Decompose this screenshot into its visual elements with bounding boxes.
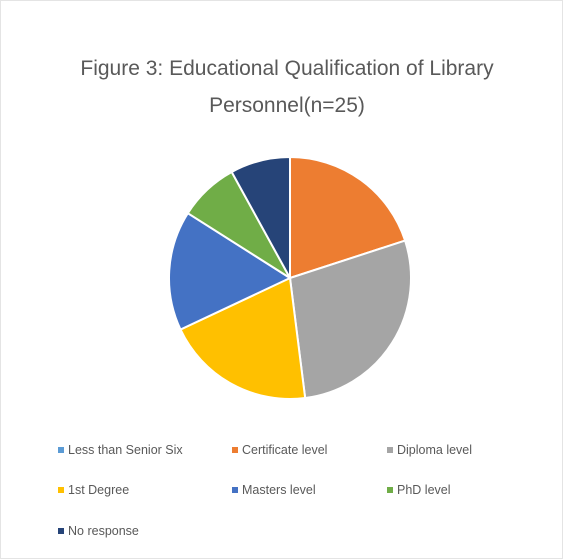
chart-title-line-2: Personnel(n=25) <box>209 94 365 117</box>
legend-swatch <box>387 487 393 493</box>
legend-item-no-response: No response <box>58 524 139 538</box>
legend-item-certificate-level: Certificate level <box>232 443 327 457</box>
pie-slice-certificate-level <box>289 155 407 280</box>
chart-title-line-1: Figure 3: Educational Qualification of L… <box>80 57 494 80</box>
legend-label: Diploma level <box>397 443 472 457</box>
pie-slice-1st-degree <box>179 276 307 400</box>
legend-item-masters-level: Masters level <box>232 483 316 497</box>
legend-swatch <box>58 447 64 453</box>
chart-legend: Less than Senior Six Certificate level Dip… <box>58 443 472 538</box>
legend-label: No response <box>68 524 139 538</box>
legend-label: Masters level <box>242 483 316 497</box>
legend-label: Less than Senior Six <box>68 443 183 457</box>
legend-label: 1st Degree <box>68 483 129 497</box>
legend-swatch <box>387 447 393 453</box>
legend-item-1st-degree: 1st Degree <box>58 483 129 497</box>
legend-label: PhD level <box>397 483 451 497</box>
pie-slice-diploma-level <box>288 239 412 400</box>
legend-label: Certificate level <box>242 443 327 457</box>
legend-swatch <box>58 487 64 493</box>
pie-slices <box>168 155 412 400</box>
legend-item-phd-level: PhD level <box>387 483 451 497</box>
pie-slice-masters-level <box>168 211 293 331</box>
legend-swatch <box>58 528 64 534</box>
pie-slice-no-response <box>230 155 291 279</box>
legend-item-less-than-senior-six: Less than Senior Six <box>58 443 183 457</box>
legend-item-diploma-level: Diploma level <box>387 443 472 457</box>
legend-swatch <box>232 447 238 453</box>
legend-swatch <box>232 487 238 493</box>
